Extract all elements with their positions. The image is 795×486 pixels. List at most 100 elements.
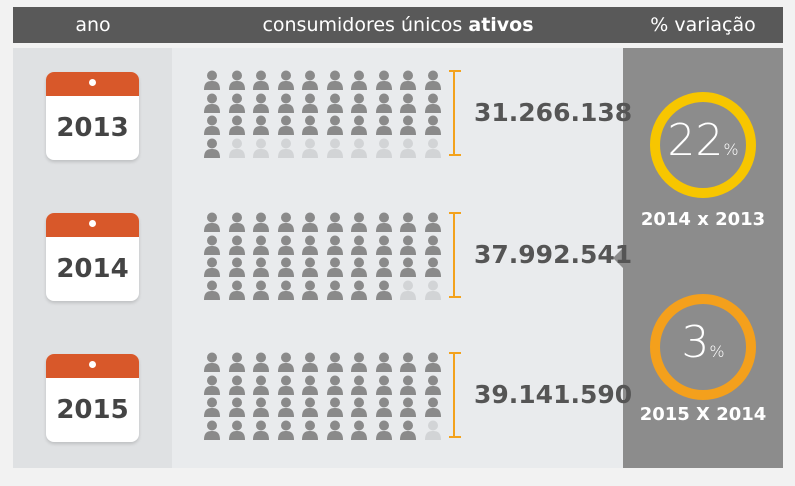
person-icon-filled <box>228 212 246 232</box>
person-icon-filled <box>350 280 368 300</box>
person-icon-filled <box>399 115 417 135</box>
person-icon-filled <box>277 420 295 440</box>
person-icon-filled <box>277 235 295 255</box>
person-icon-filled <box>277 93 295 113</box>
variation-value: 22 <box>667 115 724 166</box>
person-icon-filled <box>203 235 221 255</box>
person-icon-filled <box>326 352 344 372</box>
person-icon-filled <box>350 115 368 135</box>
person-icon-filled <box>203 70 221 90</box>
variation-label: 2014 x 2013 <box>640 209 766 230</box>
person-icon-filled <box>301 93 319 113</box>
calendar-icon: 2013 <box>46 72 139 160</box>
variation-label: 2015 X 2014 <box>639 404 767 425</box>
person-icon-filled <box>252 420 270 440</box>
bracket <box>449 212 462 298</box>
person-icon-empty <box>424 138 442 158</box>
person-icon-filled <box>326 280 344 300</box>
consumers-column <box>172 48 623 468</box>
variation-ring-circle <box>650 294 756 400</box>
person-icon-filled <box>228 397 246 417</box>
calendar-ring <box>89 220 96 227</box>
person-icon-filled <box>375 375 393 395</box>
bracket <box>449 352 462 438</box>
table-header: ano consumidores únicos ativos % variaçã… <box>13 7 783 43</box>
header-consumers-prefix: consumidores únicos <box>262 14 463 36</box>
person-icon-filled <box>399 212 417 232</box>
person-icon-filled <box>350 257 368 277</box>
year-label: 2013 <box>56 113 129 143</box>
person-icon-filled <box>326 70 344 90</box>
person-icon-filled <box>252 212 270 232</box>
person-icon-filled <box>424 93 442 113</box>
person-icon-filled <box>203 375 221 395</box>
person-icon-filled <box>203 257 221 277</box>
person-icon-filled <box>277 70 295 90</box>
person-icon-filled <box>375 93 393 113</box>
person-icon-filled <box>277 257 295 277</box>
person-icon-filled <box>252 280 270 300</box>
person-icon-filled <box>326 397 344 417</box>
person-icon-empty <box>375 138 393 158</box>
variation-ring <box>650 294 756 400</box>
person-icon-filled <box>228 93 246 113</box>
person-icon-filled <box>301 212 319 232</box>
person-icon-filled <box>424 352 442 372</box>
person-icon-filled <box>277 212 295 232</box>
person-icon-filled <box>252 70 270 90</box>
person-icon-filled <box>399 375 417 395</box>
variation-value: 3 <box>681 317 710 368</box>
person-icon-filled <box>350 397 368 417</box>
person-icon-filled <box>399 352 417 372</box>
person-icon-filled <box>326 93 344 113</box>
consumer-count: 39.141.590 <box>474 380 633 409</box>
calendar-header <box>46 354 139 378</box>
calendar-ring <box>89 361 96 368</box>
person-icon-filled <box>424 115 442 135</box>
person-icon-filled <box>203 397 221 417</box>
person-icon-filled <box>350 352 368 372</box>
variation-ring <box>650 92 756 198</box>
person-icon-filled <box>375 352 393 372</box>
person-icon-filled <box>301 70 319 90</box>
person-icon-filled <box>301 375 319 395</box>
person-icon-filled <box>301 352 319 372</box>
header-consumers: consumidores únicos ativos <box>173 7 623 43</box>
person-icon-filled <box>375 257 393 277</box>
person-icon-filled <box>326 257 344 277</box>
person-icon-filled <box>252 397 270 417</box>
person-icon-empty <box>252 138 270 158</box>
person-icon-filled <box>399 397 417 417</box>
person-icon-filled <box>375 235 393 255</box>
person-icon-filled <box>350 93 368 113</box>
calendar-ring <box>89 79 96 86</box>
person-icon-filled <box>277 352 295 372</box>
variation-unit: % <box>709 342 725 361</box>
person-icon-filled <box>228 70 246 90</box>
person-icon-filled <box>375 115 393 135</box>
person-icon-filled <box>301 257 319 277</box>
person-icon-filled <box>375 397 393 417</box>
person-icon-filled <box>252 115 270 135</box>
person-icon-empty <box>424 420 442 440</box>
person-icon-filled <box>326 375 344 395</box>
consumer-count: 31.266.138 <box>474 98 633 127</box>
person-icon-empty <box>399 280 417 300</box>
person-icon-empty <box>424 280 442 300</box>
person-icon-filled <box>228 115 246 135</box>
person-icon-filled <box>326 235 344 255</box>
variation-unit: % <box>723 140 739 159</box>
person-icon-filled <box>375 420 393 440</box>
person-icon-filled <box>301 397 319 417</box>
person-icon-empty <box>399 138 417 158</box>
person-icon-filled <box>277 375 295 395</box>
person-icon-filled <box>228 280 246 300</box>
person-icon-filled <box>350 70 368 90</box>
person-icon-filled <box>350 375 368 395</box>
person-icon-filled <box>424 235 442 255</box>
person-icon-filled <box>228 352 246 372</box>
header-variation: % variação <box>650 14 756 36</box>
year-label: 2015 <box>56 395 129 425</box>
person-icon-filled <box>203 93 221 113</box>
person-icon-filled <box>228 375 246 395</box>
